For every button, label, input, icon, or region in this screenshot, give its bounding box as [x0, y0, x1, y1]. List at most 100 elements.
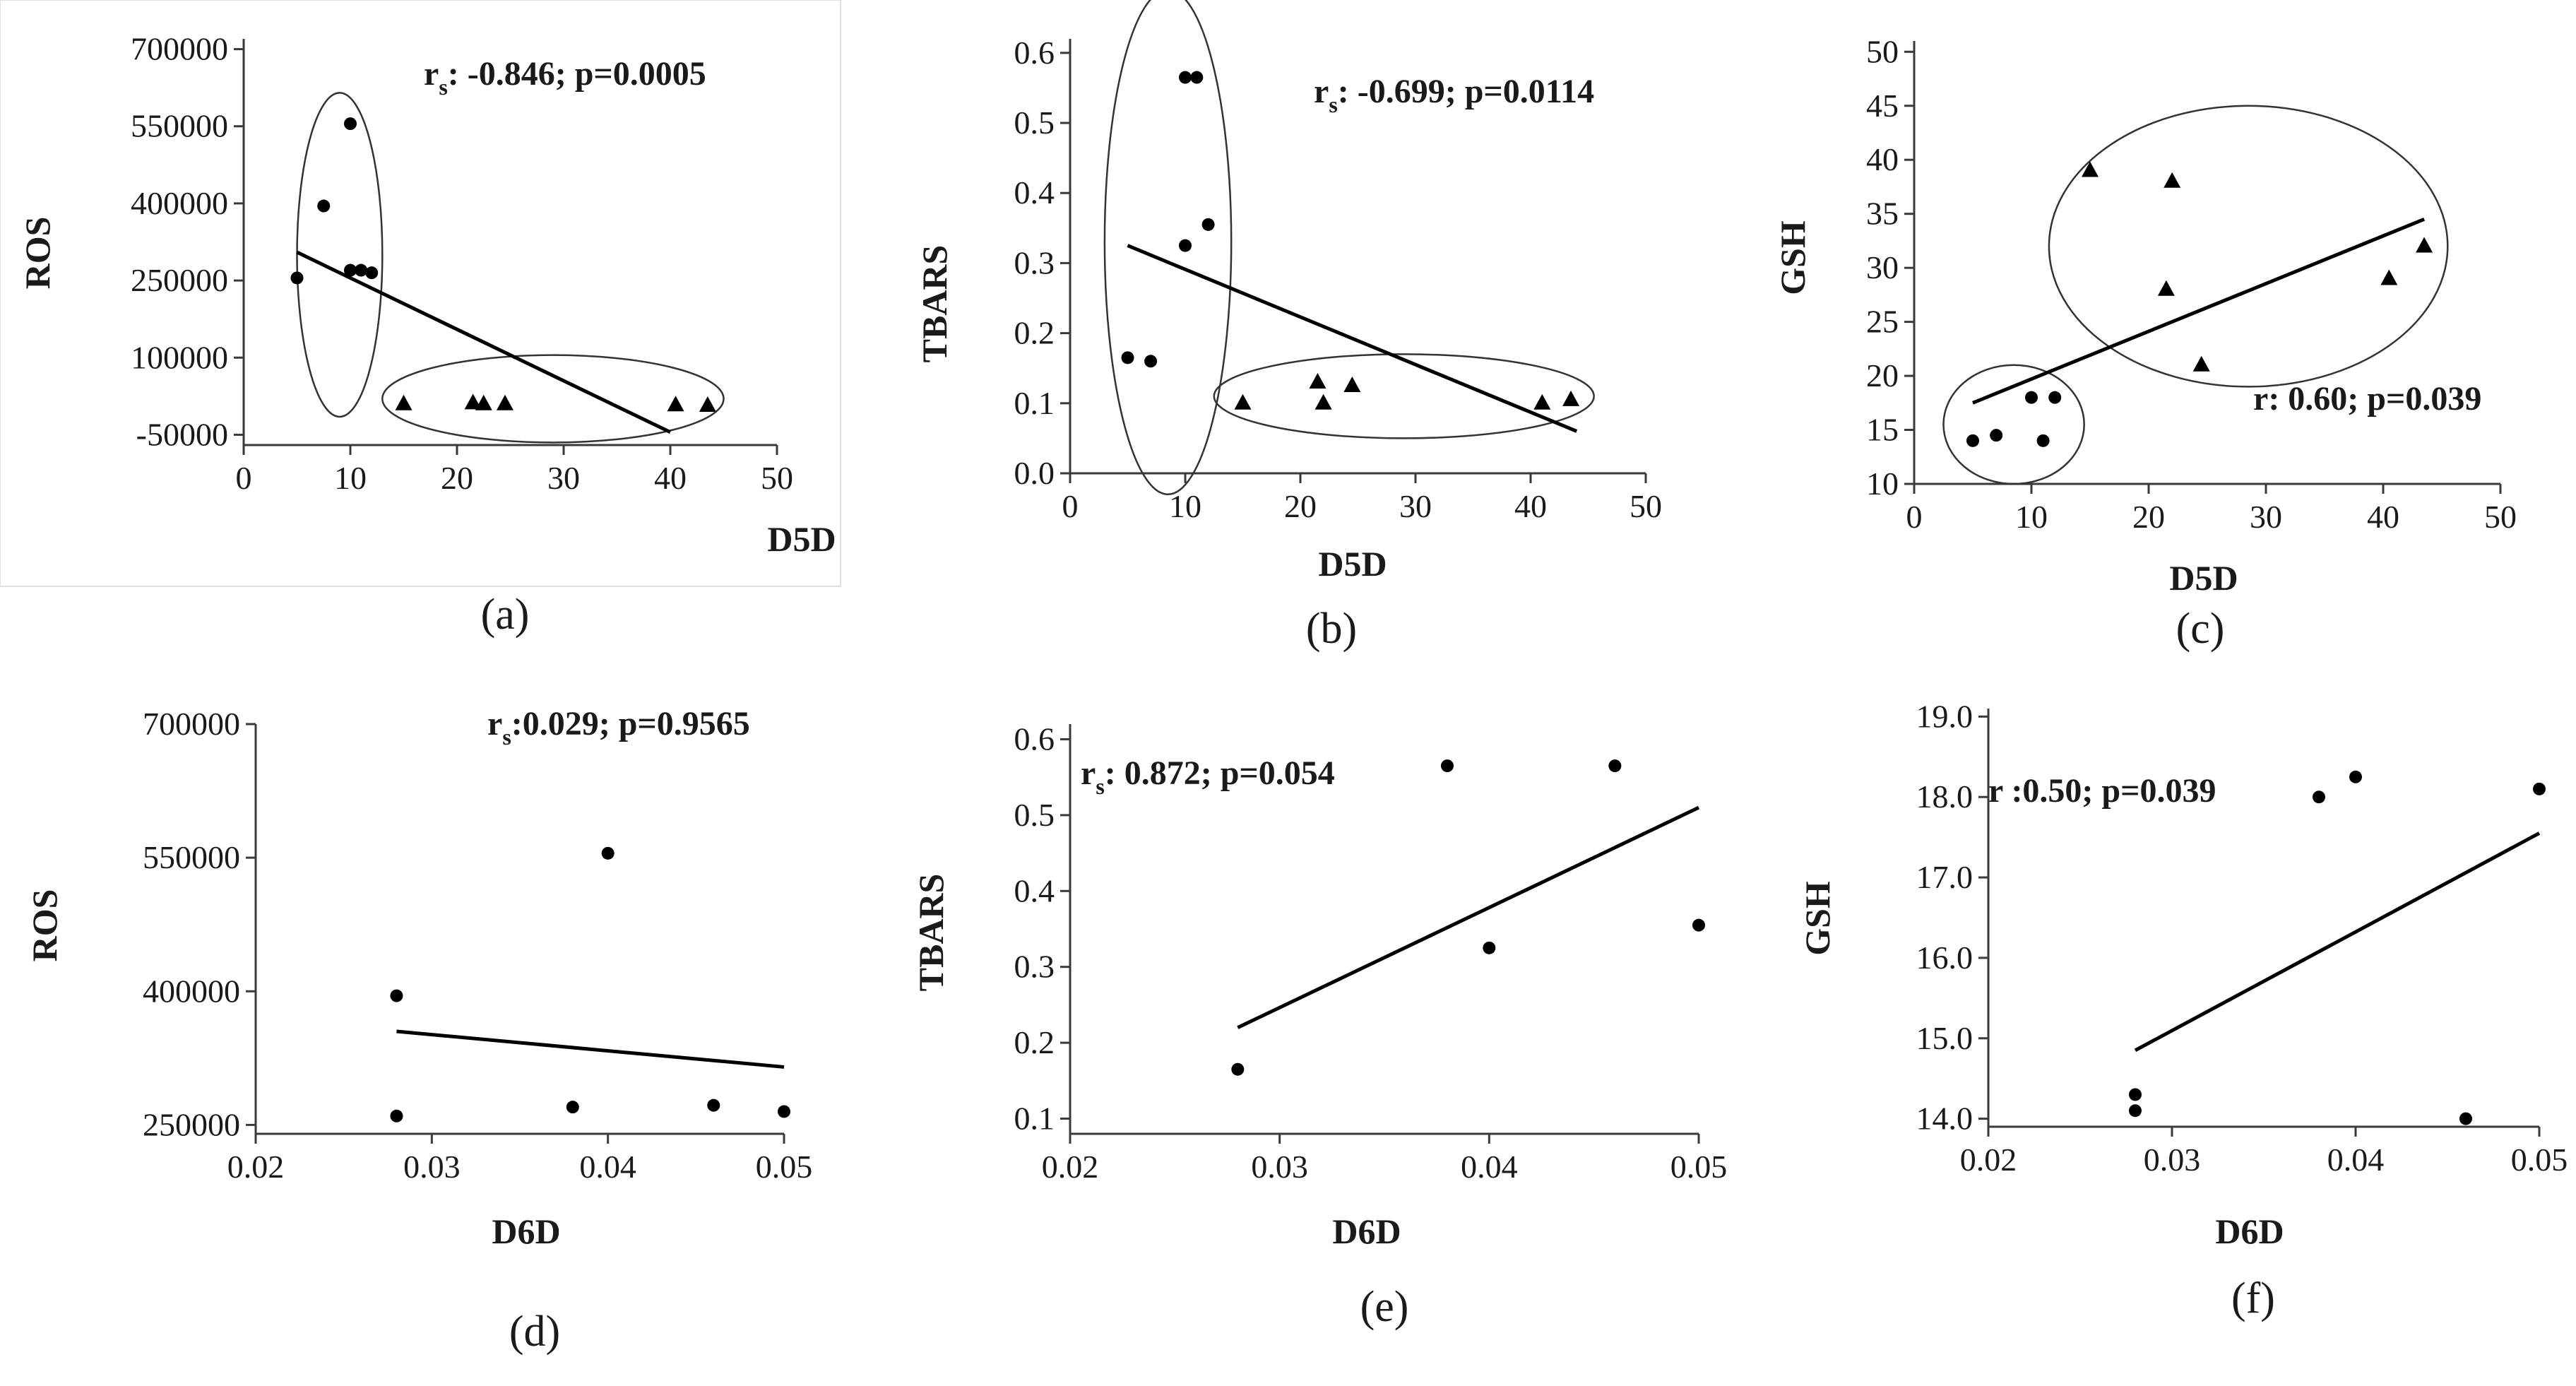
x-tick-label: 0.04 [579, 1149, 636, 1185]
group-ellipse [2048, 105, 2449, 388]
data-point-triangle [464, 393, 482, 410]
data-point-triangle [667, 396, 684, 412]
y-tick-label: 0.4 [1014, 174, 1055, 211]
x-tick-label: 0.03 [403, 1149, 461, 1185]
panel-caption: (f) [2231, 1274, 2275, 1322]
data-point-circle [778, 1105, 790, 1118]
y-tick-label: 0.1 [1014, 385, 1055, 421]
group-ellipse [381, 354, 725, 444]
x-tick-label: 0.04 [1461, 1149, 1518, 1185]
y-tick-label: 0.3 [1014, 244, 1055, 280]
x-tick-label: 0.05 [2511, 1142, 2568, 1178]
data-point-circle [290, 271, 304, 285]
y-tick-label: 400000 [143, 973, 240, 1009]
data-point-circle [2129, 1088, 2142, 1101]
y-tick-label: 50 [1866, 33, 1899, 69]
data-point-triangle [475, 394, 492, 410]
x-axis-title: D5D [1318, 544, 1387, 584]
data-point-circle [365, 266, 379, 280]
y-tick-label: 40 [1866, 141, 1899, 177]
data-point-circle [344, 263, 357, 277]
data-point-circle [1179, 239, 1192, 252]
x-tick-label: 50 [2484, 499, 2517, 535]
data-point-circle [2313, 790, 2325, 804]
y-tick-label: 16.0 [1916, 940, 1973, 976]
y-axis-title: GSH [1773, 220, 1812, 295]
data-point-triangle [395, 394, 412, 410]
x-tick-label: 0.02 [1960, 1142, 2017, 1178]
y-tick-label: 10 [1866, 466, 1899, 502]
regression-line [1127, 244, 1578, 433]
data-point-circle [1441, 759, 1454, 773]
x-tick-label: 0.03 [1251, 1149, 1308, 1185]
y-tick-label: 18.0 [1916, 778, 1973, 815]
x-tick-label: 30 [547, 460, 580, 496]
x-tick-label: 0.03 [2144, 1142, 2201, 1178]
data-point-circle [1190, 71, 1204, 84]
panel-d: 250000 400000 550000 700000 0.02 0.03 0.04 0.05… [25, 705, 812, 1356]
y-tick-label: 25 [1866, 304, 1899, 340]
group-ellipse [1103, 0, 1233, 495]
x-tick-label: 30 [2250, 499, 2282, 535]
data-point-triangle [2164, 172, 2181, 188]
x-tick-label: 0.05 [756, 1149, 813, 1185]
data-point-triangle [1309, 373, 1326, 389]
correlation-annotation: r :0.50; p=0.039 [1988, 772, 2216, 810]
y-tick-label: 0.5 [1014, 797, 1055, 833]
data-point-triangle [496, 394, 514, 410]
data-point-circle [1179, 71, 1192, 84]
group-ellipse [296, 92, 384, 418]
panel-f: 14.0 15.0 16.0 17.0 18.0 19.0 0.02 0.03 0.04 0.05… [1798, 698, 2568, 1322]
panel-caption: (a) [481, 591, 530, 639]
correlation-annotation: rs: -0.699; p=0.0114 [1314, 73, 1594, 117]
x-tick-label: 0 [1906, 499, 1923, 535]
data-point-triangle [1314, 393, 1332, 410]
y-tick-label: 30 [1866, 249, 1899, 285]
y-tick-label: 0.6 [1014, 35, 1055, 71]
x-tick-label: 0.02 [227, 1149, 285, 1185]
regression-line [1972, 218, 2426, 405]
x-tick-label: 40 [1514, 488, 1547, 524]
x-tick-label: 0 [1062, 488, 1079, 524]
y-tick-label: 20 [1866, 357, 1899, 393]
y-tick-label: 15 [1866, 412, 1899, 448]
y-tick-label: 19.0 [1916, 698, 1973, 734]
y-axis-title: TBARS [915, 245, 954, 363]
data-point-circle [601, 846, 615, 860]
data-point-circle [344, 117, 357, 131]
data-point-triangle [2157, 280, 2175, 296]
x-tick-label: 0.05 [1670, 1149, 1728, 1185]
data-point-circle [1990, 429, 2003, 442]
y-tick-label: 250000 [131, 262, 228, 298]
regression-line [2134, 831, 2541, 1053]
data-point-circle [2349, 770, 2362, 783]
x-tick-label: 0.02 [1042, 1149, 1099, 1185]
x-tick-label: 20 [2132, 499, 2165, 535]
data-point-circle [1144, 355, 1158, 368]
data-point-circle [1483, 941, 1496, 954]
x-tick-label: 20 [1284, 488, 1317, 524]
data-point-triangle [2416, 237, 2433, 253]
y-tick-label: 100000 [131, 339, 228, 375]
data-point-triangle [2380, 269, 2398, 285]
x-axis-title: D5D [2169, 558, 2238, 598]
group-ellipse [1942, 364, 2085, 485]
panel-caption: (c) [2176, 605, 2225, 653]
y-axis-title: ROS [25, 889, 64, 962]
data-point-triangle [1343, 377, 1361, 393]
x-tick-label: 50 [761, 460, 793, 496]
regression-line [396, 1029, 785, 1069]
x-axis-title: D6D [2215, 1212, 2284, 1251]
panel-caption: (b) [1306, 605, 1357, 653]
data-point-circle [1692, 918, 1705, 932]
y-tick-label: 700000 [143, 706, 240, 742]
data-point-circle [1608, 759, 1622, 773]
y-tick-label: 35 [1866, 196, 1899, 232]
x-tick-label: 40 [654, 460, 687, 496]
y-tick-label: 0.3 [1014, 949, 1055, 985]
panel-a: -50000 100000 250000 400000 550000 700000 0 10 2… [0, 0, 841, 639]
y-tick-label: 14.0 [1916, 1101, 1973, 1137]
y-tick-label: 700000 [131, 31, 228, 67]
regression-line [1237, 805, 1700, 1029]
